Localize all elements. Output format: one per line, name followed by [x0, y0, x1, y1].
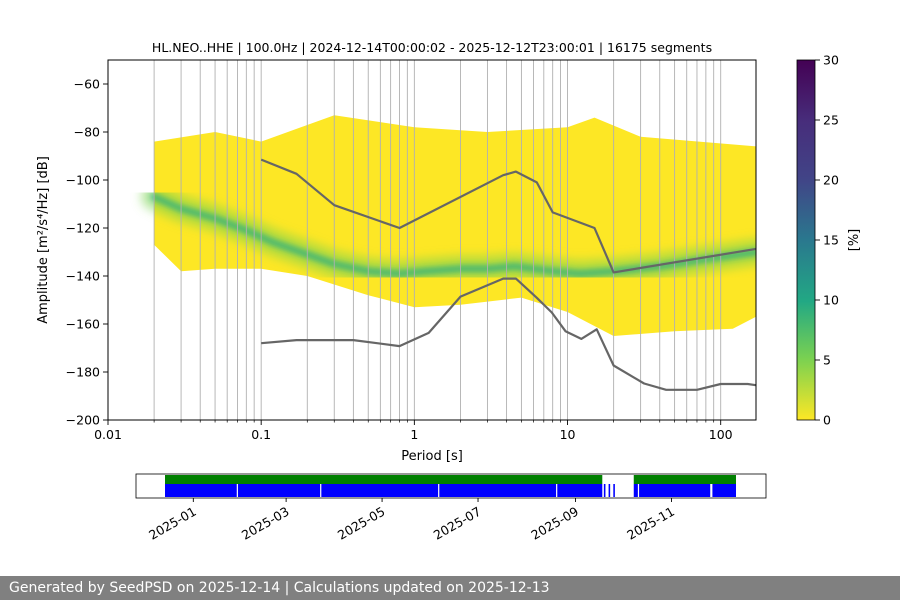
plot-frame [107, 59, 757, 421]
x-axis: 0.01 0.1 1 10 100 [94, 420, 733, 442]
x-axis-label: Period [s] [401, 449, 463, 464]
colorbar-tick-label: 10 [823, 293, 839, 308]
timeline-tick-label: 2025-03 [239, 504, 292, 543]
colorbar-ticks: 0 5 10 15 20 25 30 [815, 53, 839, 428]
plot-area [108, 60, 756, 420]
timeline-data-bar [712, 484, 736, 497]
y-tick-label: −200 [66, 413, 100, 428]
y-tick-label: −120 [66, 221, 100, 236]
colorbar-tick-label: 15 [823, 233, 839, 248]
timeline-data-bar [603, 484, 606, 497]
data-coverage-timeline: 2025-01 2025-03 2025-05 2025-07 2025-09 2025-… [135, 473, 767, 543]
timeline-data-bar [633, 484, 711, 497]
colorbar-tick-label: 25 [823, 113, 839, 128]
footer-text: Generated by SeedPSD on 2025-12-14 | Cal… [9, 580, 550, 596]
timeline-used-bar [633, 475, 736, 484]
y-tick-label: −60 [74, 77, 100, 92]
timeline-tick-label: 2025-01 [146, 504, 199, 543]
timeline-data-bar [613, 484, 615, 497]
x-tick-label: 100 [709, 427, 733, 442]
colorbar-tick-label: 20 [823, 173, 839, 188]
footer: Generated by SeedPSD on 2025-12-14 | Cal… [0, 576, 900, 600]
x-tick-label: 0.01 [94, 427, 122, 442]
x-tick-label: 10 [560, 427, 576, 442]
timeline-gaps [236, 484, 712, 497]
colorbar-tick-label: 30 [823, 53, 839, 68]
timeline-data-bar [165, 484, 603, 497]
y-tick-label: −100 [66, 173, 100, 188]
y-tick-label: −160 [66, 317, 100, 332]
y-axis: −200 −180 −160 −140 −120 −100 −80 −60 [66, 77, 108, 428]
x-tick-label: 1 [410, 427, 418, 442]
timeline-used-bar [165, 475, 603, 484]
grid-lines [108, 60, 722, 420]
colorbar-label: [%] [847, 229, 862, 252]
density-core [141, 183, 756, 287]
y-tick-label: −140 [66, 269, 100, 284]
colorbar-tick-label: 0 [823, 413, 831, 428]
density-mode [150, 193, 756, 278]
y-tick-label: −180 [66, 365, 100, 380]
y-tick-label: −80 [74, 125, 100, 140]
model-curves [260, 158, 756, 391]
timeline-tick-label: 2025-07 [431, 504, 484, 543]
y-axis-label: Amplitude [m²/s⁴/Hz] [dB] [36, 156, 51, 324]
timeline-tick-label: 2025-05 [335, 504, 388, 543]
timeline-used-bars [165, 475, 736, 484]
timeline-data-bar [608, 484, 611, 497]
x-tick-label: 0.1 [251, 427, 271, 442]
ppsd-figure: HL.NEO..HHE | 100.0Hz | 2024-12-14T00:00… [36, 40, 862, 543]
timeline-ticks: 2025-01 2025-03 2025-05 2025-07 2025-09 2025-… [146, 498, 677, 543]
colorbar-tick-label: 5 [823, 353, 831, 368]
timeline-data-bars [165, 484, 736, 497]
timeline-tick-label: 2025-09 [528, 504, 581, 543]
colorbar: 0 5 10 15 20 25 30 [%] [796, 53, 862, 428]
low-noise-model-curve [261, 277, 756, 391]
chart-title: HL.NEO..HHE | 100.0Hz | 2024-12-14T00:00… [152, 40, 712, 55]
timeline-tick-label: 2025-11 [624, 504, 677, 543]
colorbar-gradient [796, 59, 816, 421]
high-noise-model-curve [260, 158, 756, 274]
